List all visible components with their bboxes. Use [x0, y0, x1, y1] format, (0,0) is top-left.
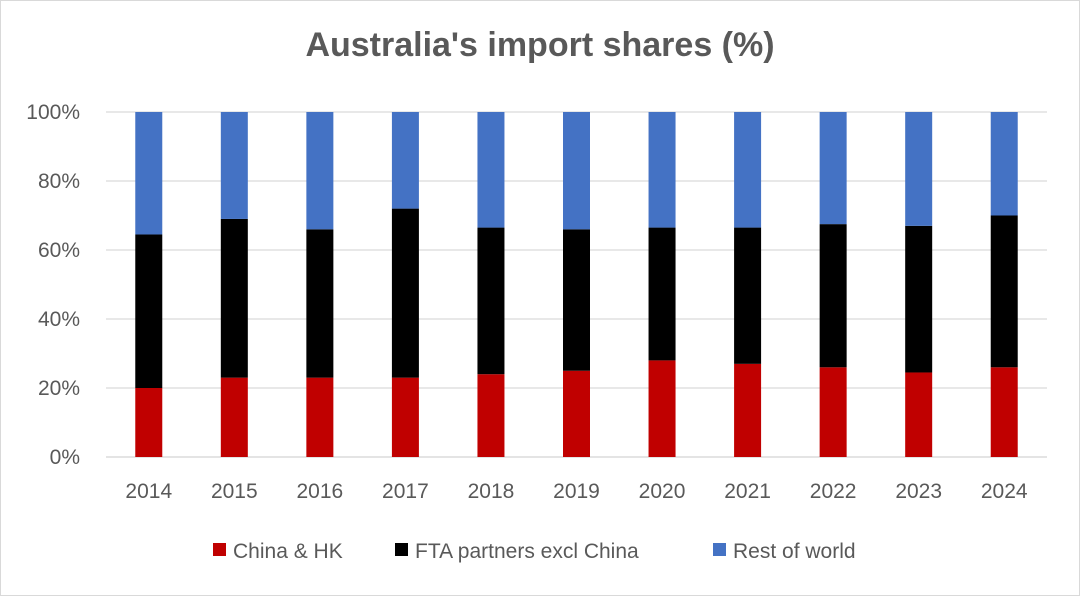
bar-segment: [135, 388, 163, 457]
x-tick-label: 2024: [981, 480, 1028, 503]
legend-swatch: [395, 543, 408, 556]
bar-segment: [220, 112, 248, 219]
y-axis-tick-labels: 0% 20% 40% 60% 80% 100%: [26, 101, 80, 469]
y-tick-label: 0%: [50, 446, 80, 469]
bar-segment: [477, 112, 505, 228]
legend-swatch: [713, 543, 726, 556]
legend-label: China & HK: [233, 540, 343, 563]
y-tick-label: 40%: [38, 308, 80, 331]
bar-segment: [905, 372, 933, 457]
bar-segment: [734, 363, 762, 457]
bar-segment: [734, 112, 762, 228]
bar-segment: [391, 377, 419, 457]
x-tick-label: 2015: [211, 480, 258, 503]
x-tick-label: 2014: [125, 480, 172, 503]
legend-label: Rest of world: [733, 540, 856, 563]
legend-label: FTA partners excl China: [415, 540, 639, 563]
bar-segment: [563, 112, 590, 230]
bar-segment: [563, 229, 590, 371]
x-tick-label: 2017: [382, 480, 429, 503]
legend-item: Rest of world: [713, 540, 856, 563]
bar-segment: [477, 227, 505, 375]
bar-segment: [905, 112, 933, 226]
y-tick-label: 20%: [38, 377, 80, 400]
bar-segment: [905, 225, 933, 373]
y-tick-label: 60%: [38, 239, 80, 262]
bar-segment: [648, 360, 676, 457]
x-tick-label: 2016: [297, 480, 344, 503]
bar-segment: [135, 234, 163, 388]
bar-segment: [306, 112, 334, 230]
bar-segment: [220, 377, 248, 457]
bar-segment: [819, 367, 847, 457]
y-tick-label: 80%: [38, 170, 80, 193]
bar-segment: [648, 112, 676, 228]
bar-segment: [220, 218, 248, 378]
bar-segment: [648, 227, 676, 361]
x-tick-label: 2018: [468, 480, 515, 503]
bar-segment: [990, 367, 1018, 457]
chart-title: Australia's import shares (%): [305, 26, 775, 64]
legend-item: FTA partners excl China: [395, 540, 639, 563]
bars: [135, 112, 1018, 457]
y-tick-label: 100%: [26, 101, 80, 124]
x-tick-label: 2021: [724, 480, 771, 503]
bar-segment: [734, 227, 762, 364]
bar-segment: [563, 370, 590, 457]
bar-segment: [477, 374, 505, 457]
legend-swatch: [213, 543, 226, 556]
bar-segment: [306, 229, 334, 378]
legend: China & HK FTA partners excl China Rest of…: [213, 540, 856, 563]
bar-segment: [990, 112, 1018, 216]
x-tick-label: 2020: [639, 480, 686, 503]
x-tick-label: 2022: [810, 480, 857, 503]
x-tick-label: 2019: [553, 480, 600, 503]
bar-segment: [135, 112, 163, 235]
bar-segment: [391, 112, 419, 209]
bar-segment: [990, 215, 1018, 368]
bar-segment: [819, 224, 847, 368]
bar-segment: [391, 208, 419, 378]
x-tick-label: 2023: [895, 480, 942, 503]
legend-item: China & HK: [213, 540, 343, 563]
bar-segment: [306, 377, 334, 457]
bar-segment: [819, 112, 847, 225]
x-axis-tick-labels: 2014 2015 2016 2017 2018 2019 2020 2021 2022 2023…: [125, 480, 1027, 503]
